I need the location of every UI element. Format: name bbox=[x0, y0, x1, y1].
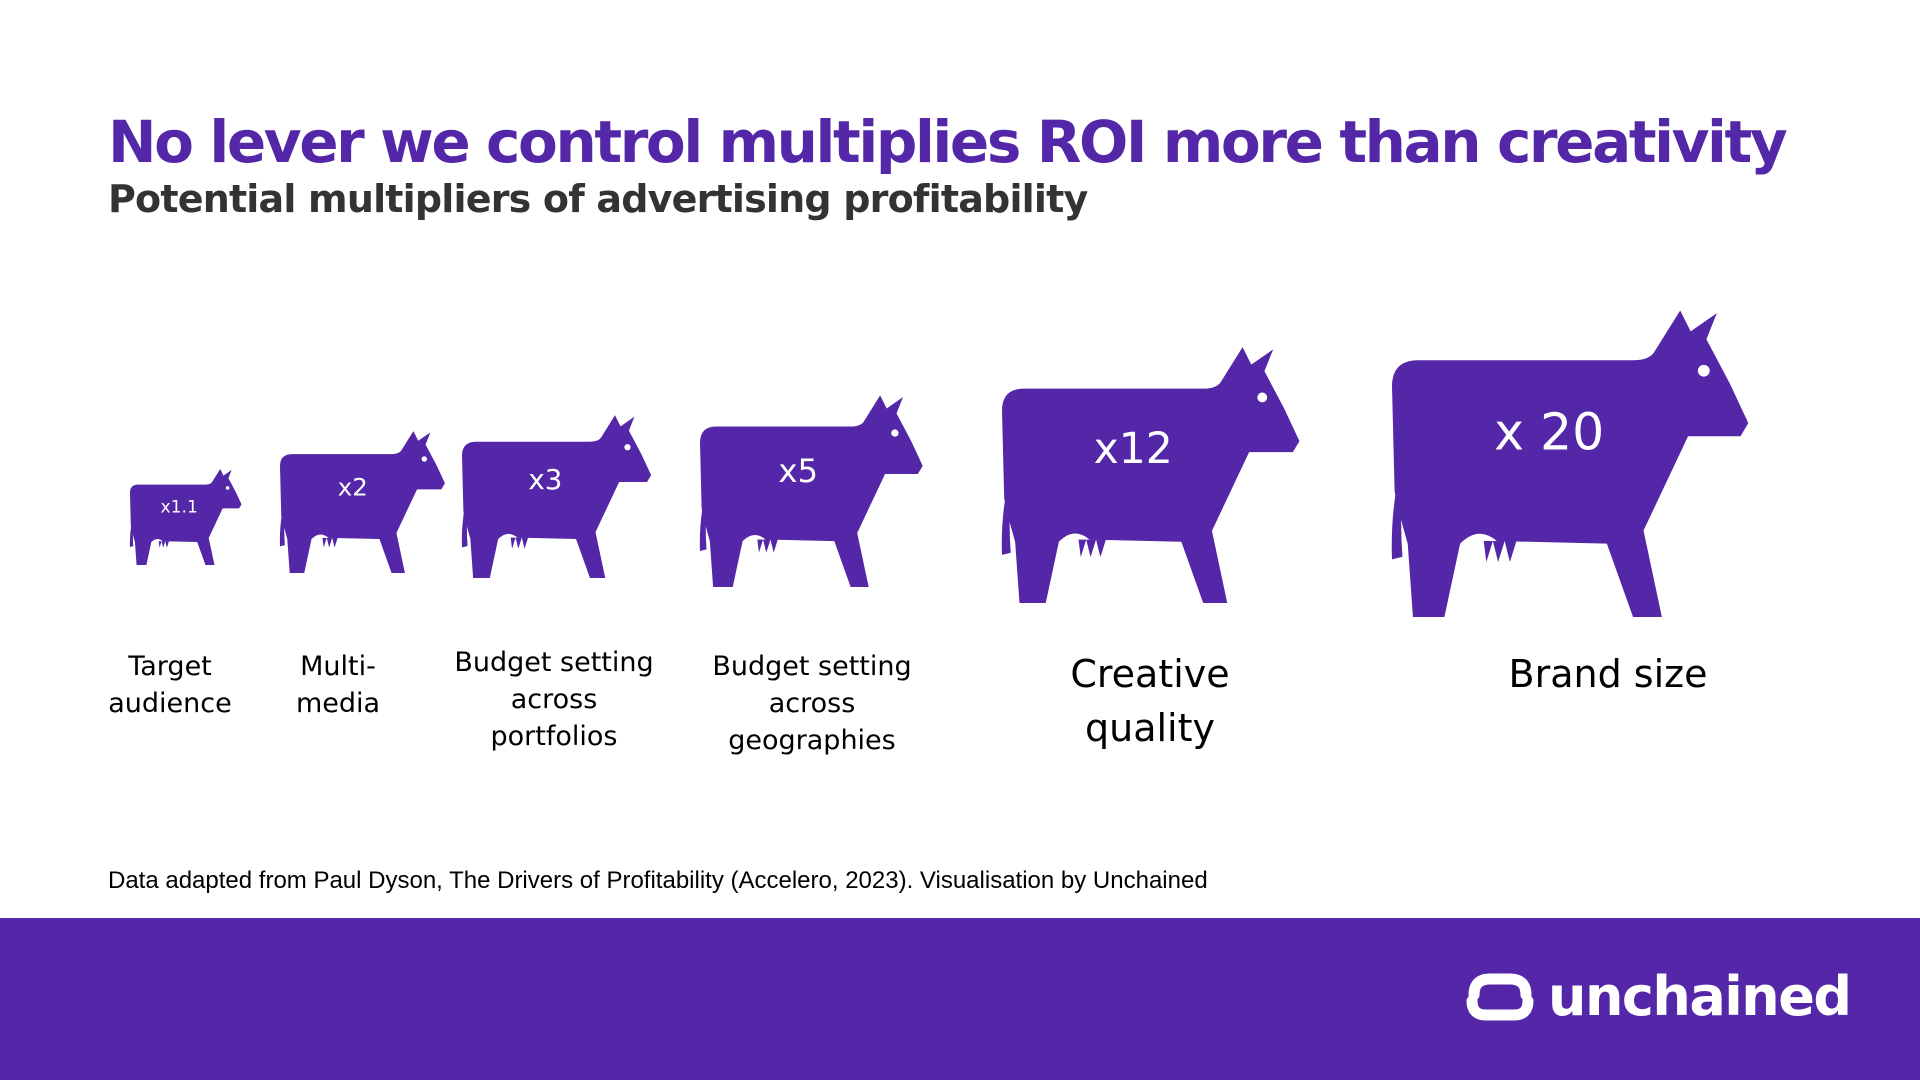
value-label-4: x5 bbox=[778, 452, 818, 490]
category-label-6: Brand size bbox=[1458, 647, 1758, 701]
category-label-line: Target bbox=[128, 651, 212, 682]
cow-mark-3 bbox=[461, 415, 652, 578]
cow-mark-6 bbox=[1391, 310, 1749, 617]
category-label-line: Multi- bbox=[300, 651, 376, 682]
value-label-2: x2 bbox=[338, 472, 368, 501]
cow-mark-5 bbox=[1001, 347, 1300, 603]
value-label-6: x 20 bbox=[1494, 402, 1604, 461]
category-label-3: Budget setting across portfolios bbox=[404, 644, 704, 755]
category-label-line: Creative bbox=[1070, 652, 1230, 696]
chart-subtitle: Potential multipliers of advertising pro… bbox=[108, 177, 1088, 221]
category-label-line: across bbox=[510, 684, 598, 715]
category-label-line: across bbox=[768, 688, 856, 719]
category-label-line: Brand size bbox=[1508, 652, 1708, 696]
cow-mark-4 bbox=[699, 395, 923, 587]
value-label-5: x12 bbox=[1094, 425, 1173, 474]
category-label-line: geographies bbox=[728, 725, 896, 756]
cow-pictogram-chart: x1.1 x2 x3 x5 x12 x 20 bbox=[129, 310, 1749, 617]
category-label-line: Budget setting bbox=[454, 647, 654, 678]
chart-title: No lever we control multiplies ROI more … bbox=[108, 108, 1788, 176]
logo-wordmark: unchained bbox=[1548, 965, 1852, 1028]
category-label-line: portfolios bbox=[490, 721, 618, 752]
chain-link-icon bbox=[1466, 973, 1534, 1021]
value-label-3: x3 bbox=[528, 463, 562, 496]
category-label-line: media bbox=[295, 688, 381, 719]
value-label-1: x1.1 bbox=[160, 498, 198, 518]
footer-bar: unchained bbox=[0, 918, 1920, 1080]
cow-mark-1 bbox=[129, 469, 242, 565]
category-label-1: Target audience bbox=[20, 648, 320, 722]
category-label-5: Creative quality bbox=[1000, 647, 1300, 755]
cow-mark-2 bbox=[279, 431, 445, 573]
category-label-4: Budget setting across geographies bbox=[662, 648, 962, 759]
category-label-line: quality bbox=[1085, 706, 1215, 750]
unchained-logo: unchained bbox=[1466, 965, 1852, 1028]
source-note: Data adapted from Paul Dyson, The Driver… bbox=[108, 867, 1208, 894]
category-label-line: Budget setting bbox=[712, 651, 912, 682]
category-label-2: Multi-media bbox=[188, 648, 488, 722]
category-label-line: audience bbox=[108, 688, 232, 719]
